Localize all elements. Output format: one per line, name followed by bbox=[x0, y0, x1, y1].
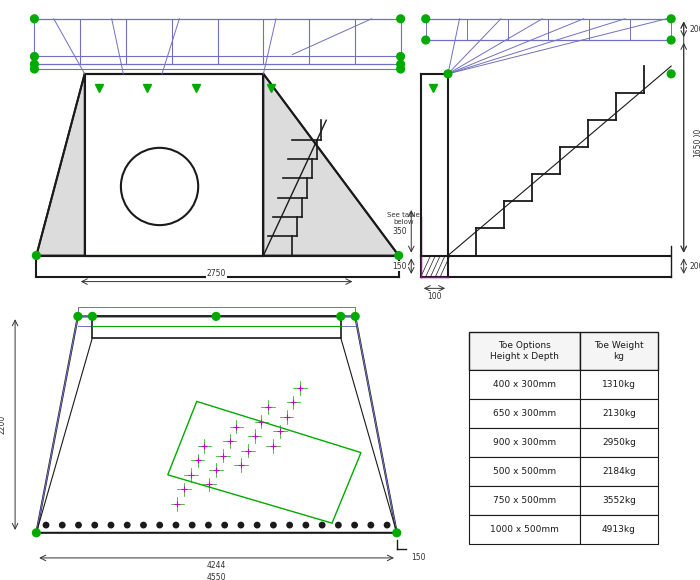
Circle shape bbox=[32, 529, 40, 536]
Bar bbox=[580, 332, 657, 371]
Circle shape bbox=[141, 523, 146, 528]
Circle shape bbox=[667, 70, 675, 78]
Circle shape bbox=[255, 523, 260, 528]
Text: 2950kg: 2950kg bbox=[602, 438, 636, 447]
Circle shape bbox=[368, 523, 374, 528]
Circle shape bbox=[238, 523, 244, 528]
Circle shape bbox=[397, 65, 405, 73]
Circle shape bbox=[287, 523, 293, 528]
Polygon shape bbox=[263, 74, 399, 256]
Bar bbox=[85, 74, 263, 256]
Circle shape bbox=[384, 523, 390, 528]
Text: 1100: 1100 bbox=[693, 128, 700, 147]
Bar bbox=[469, 332, 580, 371]
Bar bbox=[469, 400, 580, 429]
Circle shape bbox=[667, 36, 675, 44]
Circle shape bbox=[108, 523, 113, 528]
Circle shape bbox=[74, 313, 82, 320]
Text: See table
below: See table below bbox=[387, 212, 420, 225]
Text: 750 x 500mm: 750 x 500mm bbox=[494, 496, 556, 505]
Circle shape bbox=[43, 523, 49, 528]
Text: 650 x 300mm: 650 x 300mm bbox=[494, 409, 556, 418]
Text: Toe Options
Height x Depth: Toe Options Height x Depth bbox=[490, 342, 559, 361]
Bar bbox=[580, 487, 657, 516]
Bar bbox=[469, 516, 580, 545]
Circle shape bbox=[222, 523, 228, 528]
Circle shape bbox=[157, 523, 162, 528]
Circle shape bbox=[395, 252, 402, 259]
Text: 2200: 2200 bbox=[0, 415, 6, 434]
Circle shape bbox=[397, 53, 405, 60]
Text: 150: 150 bbox=[411, 553, 426, 563]
Text: 1000 x 500mm: 1000 x 500mm bbox=[490, 525, 559, 534]
Text: 4244: 4244 bbox=[207, 561, 226, 570]
Circle shape bbox=[31, 65, 38, 73]
Bar bbox=[469, 458, 580, 487]
Text: 150: 150 bbox=[393, 262, 407, 271]
Circle shape bbox=[31, 15, 38, 23]
Circle shape bbox=[336, 523, 341, 528]
Text: 2750: 2750 bbox=[207, 269, 226, 278]
Text: 200: 200 bbox=[690, 262, 700, 271]
Circle shape bbox=[397, 60, 405, 68]
Circle shape bbox=[212, 313, 220, 320]
Circle shape bbox=[422, 15, 430, 23]
Circle shape bbox=[397, 15, 405, 23]
Text: 2184kg: 2184kg bbox=[602, 467, 636, 476]
Text: 3552kg: 3552kg bbox=[602, 496, 636, 505]
Polygon shape bbox=[36, 74, 85, 256]
Circle shape bbox=[303, 523, 309, 528]
Circle shape bbox=[31, 60, 38, 68]
Circle shape bbox=[351, 313, 359, 320]
Circle shape bbox=[31, 53, 38, 60]
Bar bbox=[580, 516, 657, 545]
Text: 4550: 4550 bbox=[206, 573, 226, 580]
Circle shape bbox=[352, 523, 357, 528]
Circle shape bbox=[76, 523, 81, 528]
Text: 100: 100 bbox=[427, 292, 442, 300]
Circle shape bbox=[444, 70, 452, 78]
Text: 4913kg: 4913kg bbox=[602, 525, 636, 534]
Text: 500 x 500mm: 500 x 500mm bbox=[494, 467, 556, 476]
Circle shape bbox=[667, 15, 675, 23]
Text: 2130kg: 2130kg bbox=[602, 409, 636, 418]
Circle shape bbox=[60, 523, 65, 528]
Text: 900 x 300mm: 900 x 300mm bbox=[494, 438, 556, 447]
Circle shape bbox=[32, 252, 40, 259]
Circle shape bbox=[206, 523, 211, 528]
Circle shape bbox=[125, 523, 130, 528]
Bar bbox=[92, 316, 341, 338]
Text: 200: 200 bbox=[690, 25, 700, 34]
Circle shape bbox=[173, 523, 178, 528]
Bar bbox=[580, 429, 657, 458]
Text: 400 x 300mm: 400 x 300mm bbox=[494, 380, 556, 390]
Text: 350: 350 bbox=[392, 227, 407, 236]
Circle shape bbox=[92, 523, 97, 528]
Text: Toe Weight
kg: Toe Weight kg bbox=[594, 342, 644, 361]
Bar bbox=[580, 371, 657, 400]
Bar bbox=[580, 458, 657, 487]
Text: 1650: 1650 bbox=[693, 138, 700, 157]
Circle shape bbox=[337, 313, 344, 320]
Bar bbox=[469, 429, 580, 458]
Bar bbox=[469, 487, 580, 516]
Circle shape bbox=[393, 529, 400, 536]
Circle shape bbox=[319, 523, 325, 528]
Circle shape bbox=[422, 36, 430, 44]
Circle shape bbox=[190, 523, 195, 528]
Bar bbox=[469, 371, 580, 400]
Bar bbox=[580, 400, 657, 429]
Circle shape bbox=[271, 523, 276, 528]
Circle shape bbox=[88, 313, 97, 320]
Text: 1310kg: 1310kg bbox=[602, 380, 636, 390]
